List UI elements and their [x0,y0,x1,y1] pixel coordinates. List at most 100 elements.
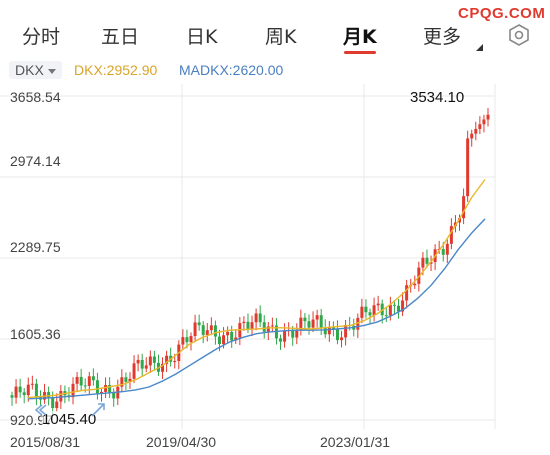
tab-monthly-k[interactable]: 月K [343,26,377,48]
candle-down [108,384,112,393]
tab-five-day[interactable]: 五日 [101,26,140,48]
kline-chart[interactable] [0,84,550,434]
candle-down [217,336,221,345]
expand-icon[interactable] [88,400,108,420]
candle-down [51,397,55,409]
candle-up [165,355,169,364]
madkx-value: MADKX:2620.00 [179,62,284,78]
candle-down [22,392,26,396]
candle-down [152,356,156,363]
candle-up [75,376,79,384]
chart-settings-icon[interactable] [508,24,530,46]
candle-up [205,330,209,335]
candle-down [185,337,189,343]
candle-up [254,313,258,323]
candle-up [120,377,124,387]
candle-up [234,337,238,341]
candle-up [270,325,274,327]
candle-down [95,380,99,394]
candle-down [303,317,307,322]
candle-up [340,337,344,341]
candle-up [462,196,466,219]
candle-down [307,321,311,328]
tab-more[interactable]: 更多 [423,26,462,48]
candle-down [83,385,87,387]
candle-down [279,338,283,342]
candle-up [458,218,462,223]
candle-up [87,376,91,386]
candle-up [161,363,165,372]
candle-up [144,365,148,369]
candle-up [327,326,331,335]
candle-up [128,378,132,382]
candle-down [335,328,339,341]
tab-intraday[interactable]: 分时 [22,26,61,48]
candle-up [315,315,319,320]
candle-up [242,321,246,324]
candle-up [104,384,108,392]
candle-up [413,283,417,286]
chart-grid [0,84,496,429]
y-tick-label: 2289.75 [10,239,61,255]
candle-down [319,315,323,328]
candle-up [474,128,478,134]
candle-down [124,377,128,382]
candle-down [291,330,295,338]
candle-up [405,285,409,301]
candle-up [173,360,177,362]
candle-down [112,392,116,399]
candle-up [388,304,392,316]
y-tick-label: 2974.14 [10,153,61,169]
candle-down [91,376,95,381]
candle-up [30,383,34,385]
candle-up [59,391,63,402]
candle-up [55,401,59,409]
watermark: CPQG.COM [458,5,546,22]
candle-down [230,331,234,341]
candle-up [360,306,364,318]
candle-up [445,243,449,255]
candle-up [421,257,425,268]
candle-down [364,306,368,313]
active-tab-indicator [344,51,376,54]
dkx-value: DKX:2952.90 [74,62,158,78]
candle-up [266,326,270,332]
candle-down [197,322,201,326]
madkx-line [27,218,486,400]
min-price-label: 1045.40 [42,411,97,428]
candle-up [482,119,486,125]
candle-down [368,312,372,316]
period-tab-bar: 分时 五日 日K 周K 月K 更多 CPQG.COM [0,0,550,58]
candle-up [478,124,482,129]
candle-down [246,321,250,329]
candle-up [136,359,140,364]
candle-down [441,249,445,255]
candle-up [132,363,136,379]
y-tick-label: 3658.54 [10,89,61,105]
tab-daily-k[interactable]: 日K [186,26,218,48]
candle-down [258,313,262,323]
candle-down [331,326,335,329]
candle-up [148,356,152,366]
candle-down [384,315,388,317]
candle-up [299,317,303,331]
candle-up [14,386,18,398]
candle-up [376,303,380,306]
candle-down [34,383,38,397]
candle-up [401,300,405,312]
candle-up [250,322,254,329]
candle-up [311,319,315,328]
indicator-selector[interactable]: DKX [9,61,62,79]
candle-down [140,359,144,369]
candle-down [213,325,217,337]
candle-up [193,322,197,337]
indicator-name: DKX [15,62,44,78]
candle-up [71,383,75,398]
scroll-left-icon[interactable] [30,400,50,420]
indicator-header: DKX DKX:2952.90 MADKX:2620.00 [0,60,550,82]
dkx-line [27,179,486,399]
tab-weekly-k[interactable]: 周K [265,26,297,48]
more-dropdown-icon[interactable] [476,44,483,51]
candle-down [392,304,396,306]
candle-down [18,386,22,393]
